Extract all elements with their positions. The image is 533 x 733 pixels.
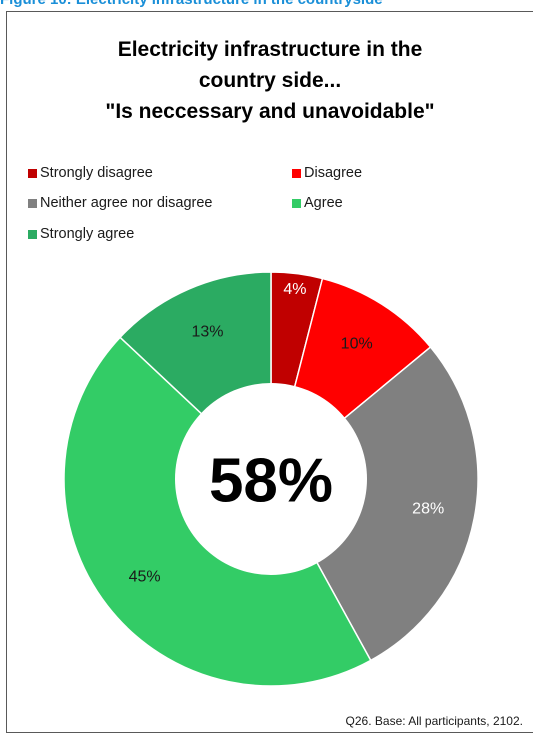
legend-label-strongly-agree: Strongly agree (40, 226, 135, 242)
donut-slice-labels: 4% 10% 28% 45% 13% (129, 281, 445, 586)
legend-swatch-agree (292, 198, 301, 208)
legend-label-disagree: Disagree (304, 165, 363, 181)
chart-title-line-3: "Is neccessary and unavoidable" (105, 100, 435, 123)
legend-swatch-strongly-disagree (28, 168, 37, 178)
figure-caption: Figure 10: Electricity infrastructure in… (0, 0, 533, 11)
chart-title-line-1: Electricity infrastructure in the (117, 38, 423, 61)
legend-item-disagree: Disagree (292, 165, 362, 181)
donut-chart: 4% 10% 28% 45% 13% 58% (63, 271, 479, 687)
footnote: Q26. Base: All participants, 2102. (345, 714, 523, 728)
legend-swatch-neither (28, 198, 37, 208)
slice-label-strongly-disagree: 4% (283, 281, 306, 298)
donut-hole (175, 383, 367, 575)
legend-label-agree: Agree (304, 195, 343, 211)
slice-label-disagree: 10% (341, 335, 373, 352)
slice-label-strongly-agree: 13% (191, 324, 223, 341)
chart-title: Electricity infrastructure in the countr… (7, 34, 533, 127)
legend-label-strongly-disagree: Strongly disagree (40, 165, 153, 181)
legend-item-neither: Neither agree nor disagree (28, 195, 213, 211)
legend-item-strongly-disagree: Strongly disagree (28, 165, 153, 181)
slice-label-agree: 45% (129, 569, 161, 586)
legend-swatch-disagree (292, 168, 301, 178)
legend-swatch-strongly-agree (28, 229, 37, 239)
slice-label-neither: 28% (412, 501, 444, 518)
chart-title-line-2: country side... (198, 69, 342, 92)
chart-frame: Electricity infrastructure in the countr… (6, 11, 533, 733)
center-percentage-label: 58% (209, 447, 333, 516)
legend-label-neither: Neither agree nor disagree (40, 195, 213, 211)
legend-item-strongly-agree: Strongly agree (28, 226, 134, 242)
donut-slice-neither (270, 345, 479, 662)
legend-item-agree: Agree (292, 195, 343, 211)
